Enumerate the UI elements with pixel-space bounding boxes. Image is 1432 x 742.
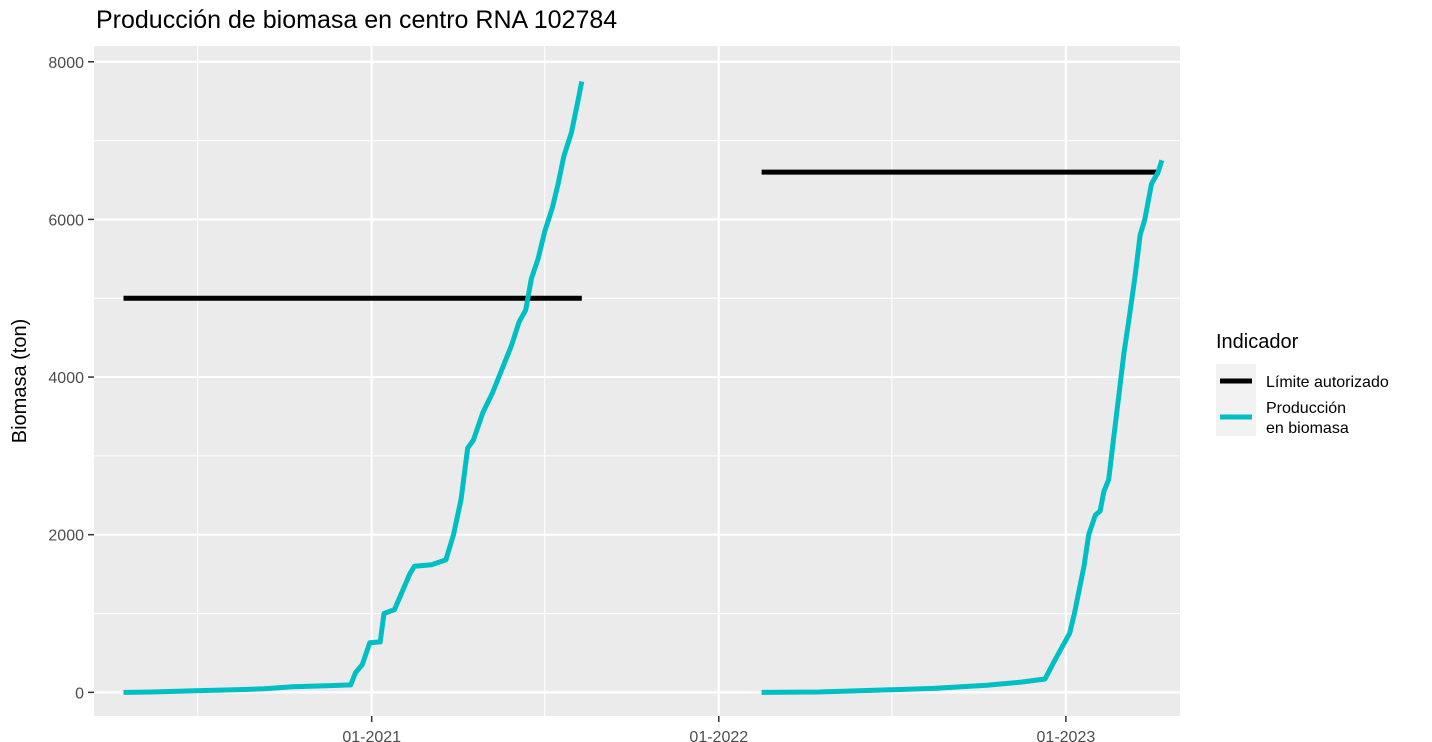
y-tick-label: 8000 [48, 55, 84, 72]
y-tick-label: 0 [75, 685, 84, 702]
legend: Indicador Límite autorizado Producción en b… [1216, 331, 1389, 437]
x-axis: 01-2021 01-2022 01-2023 [342, 716, 1095, 742]
series-layer [123, 81, 1165, 695]
legend-label-produccion: Producción [1266, 400, 1346, 417]
plot-panel [94, 46, 1180, 716]
major-gridlines [94, 46, 1180, 716]
legend-label-produccion: en biomasa [1266, 420, 1349, 437]
series-produccion-en-biomasa-line [761, 159, 1165, 695]
chart-title: Producción de biomasa en centro RNA 1027… [96, 6, 618, 34]
y-tick-label: 2000 [48, 528, 84, 545]
series-produccion-en-biomasa-line [123, 81, 585, 695]
y-axis: 0 2000 4000 6000 8000 [48, 55, 94, 702]
x-tick-label: 01-2023 [1037, 729, 1096, 742]
legend-label-limite: Límite autorizado [1266, 374, 1389, 391]
x-tick-label: 01-2021 [342, 729, 401, 742]
y-tick-label: 6000 [48, 212, 84, 229]
y-axis-title: Biomasa (ton) [9, 319, 31, 444]
x-tick-label: 01-2022 [689, 729, 748, 742]
legend-title: Indicador [1216, 331, 1299, 353]
y-tick-label: 4000 [48, 370, 84, 387]
